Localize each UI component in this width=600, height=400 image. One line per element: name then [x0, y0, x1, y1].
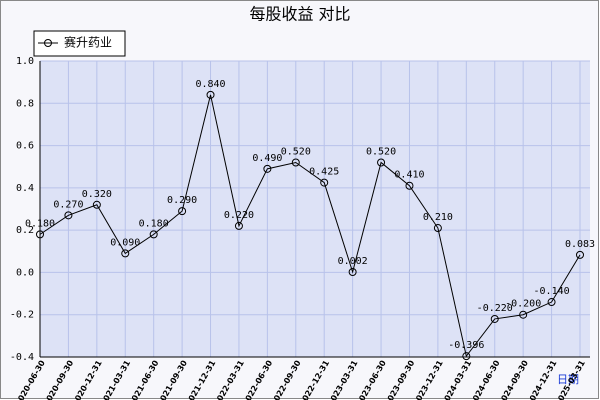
x-axis-label: 日期: [557, 373, 579, 386]
data-label: 0.520: [366, 146, 396, 157]
legend-marker: [44, 39, 52, 47]
series-line: [39, 94, 581, 358]
y-tick-label: 0.6: [16, 141, 34, 152]
y-tick-label: -0.2: [10, 310, 34, 321]
data-label: -0.220: [477, 303, 513, 314]
data-point: [92, 200, 101, 209]
data-label: 0.180: [139, 218, 169, 229]
data-point: [462, 352, 471, 361]
data-label: 0.840: [195, 79, 225, 90]
data-point: [405, 181, 414, 190]
plot-area: [40, 61, 590, 357]
y-tick-label: 0.2: [16, 225, 34, 236]
data-point: [149, 230, 158, 239]
data-point: [377, 158, 386, 167]
data-point: [348, 268, 357, 277]
data-label: 0.290: [167, 195, 197, 206]
y-tick-label: 1.0: [16, 56, 34, 67]
data-label: 0.410: [394, 170, 424, 181]
data-point: [490, 314, 499, 323]
data-point: [433, 224, 442, 233]
data-label: 0.090: [110, 237, 140, 248]
y-tick-label: -0.4: [10, 352, 34, 363]
data-point: [263, 164, 272, 173]
data-point: [576, 250, 584, 259]
data-point: [547, 298, 556, 307]
data-label: 0.210: [423, 212, 453, 223]
data-point: [36, 230, 44, 239]
legend-label: 赛升药业: [64, 35, 112, 50]
data-point: [234, 221, 243, 230]
data-point: [291, 158, 300, 167]
data-point: [320, 178, 329, 187]
data-label: -0.200: [505, 299, 541, 310]
data-label: 0.220: [224, 210, 254, 221]
data-label: 0.083: [565, 239, 595, 250]
data-point: [64, 211, 73, 220]
data-label: 0.490: [252, 153, 282, 164]
data-point: [121, 249, 130, 258]
data-label: 0.270: [53, 199, 83, 210]
data-label: 0.520: [281, 146, 311, 157]
data-label: 0.180: [25, 218, 55, 229]
y-tick-label: 0.0: [16, 267, 34, 278]
legend: 赛升药业: [33, 30, 126, 57]
chart-title: 每股收益 对比: [249, 5, 350, 24]
data-label: -0.140: [534, 286, 570, 297]
y-tick-label: 0.8: [16, 98, 34, 109]
data-point: [519, 310, 528, 319]
data-point: [178, 207, 187, 216]
data-label: 0.002: [338, 256, 368, 267]
data-label: 0.425: [309, 167, 339, 178]
data-label: -0.396: [448, 340, 484, 351]
data-label: 0.320: [82, 189, 112, 200]
y-tick-label: 0.4: [16, 183, 34, 194]
data-point: [206, 90, 215, 99]
